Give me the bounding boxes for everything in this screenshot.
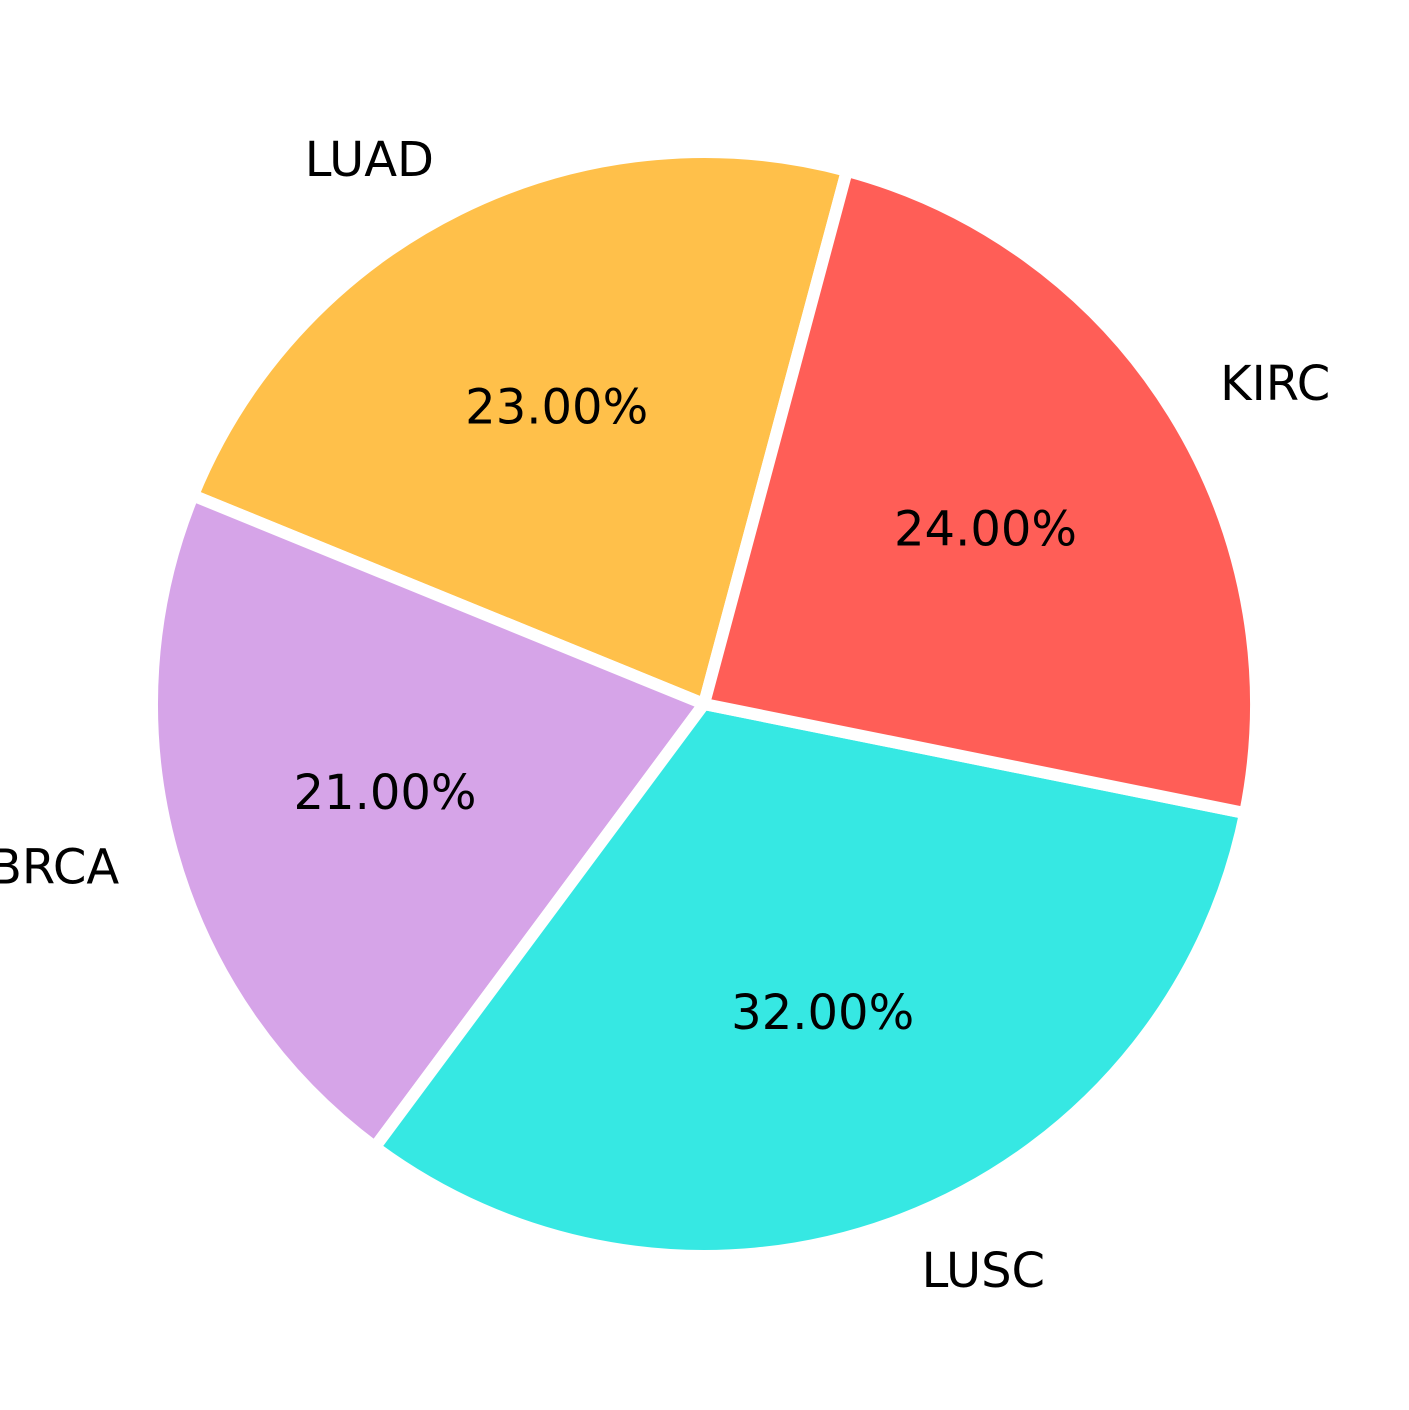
pie-slice-kirc: [696, 163, 1262, 821]
category-label-kirc: KIRC: [1220, 356, 1330, 412]
percent-label-luad: 23.00%: [465, 379, 648, 435]
percent-label-kirc: 24.00%: [894, 502, 1077, 558]
pie-slice-luad: [185, 146, 855, 713]
category-label-lusc: LUSC: [922, 1243, 1045, 1299]
pie-slice-lusc: [366, 697, 1253, 1263]
percent-label-brca: 21.00%: [293, 765, 476, 821]
pie-slice-brca: [146, 487, 714, 1156]
category-label-brca: BRCA: [0, 839, 119, 895]
percent-label-lusc: 32.00%: [731, 985, 914, 1041]
slices-layer: [146, 146, 1262, 1263]
category-label-luad: LUAD: [305, 132, 434, 188]
labels-layer: LUAD 23.00% BRCA 21.00% LUSC 32.00% KIRC 24.00%: [0, 132, 1330, 1299]
